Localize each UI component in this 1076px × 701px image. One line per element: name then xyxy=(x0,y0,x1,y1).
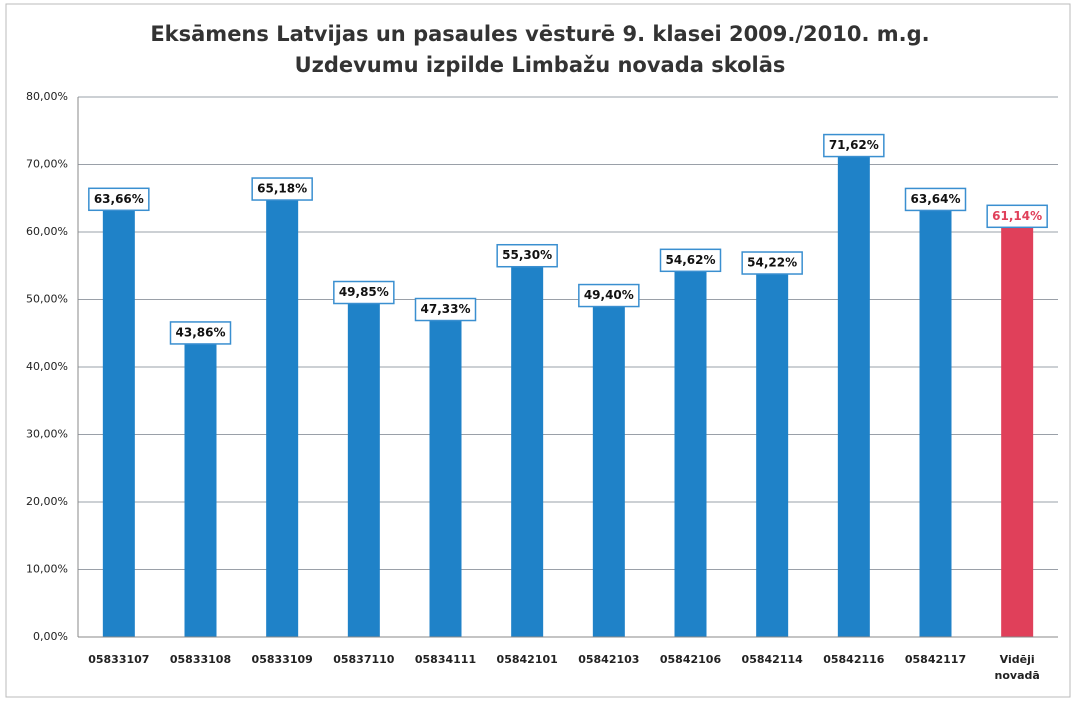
bar xyxy=(347,300,380,637)
value-label-box xyxy=(741,251,803,275)
value-label: 71,62% xyxy=(829,138,879,152)
value-label-box xyxy=(169,321,232,345)
y-tick-label: 30,00% xyxy=(26,428,68,441)
value-label: 43,86% xyxy=(176,325,226,339)
value-label: 65,18% xyxy=(257,182,307,196)
chart-subtitle: Uzdevumu izpilde Limbažu novada skolās xyxy=(295,53,786,77)
bar xyxy=(674,268,707,637)
value-label: 55,30% xyxy=(502,248,552,262)
bar xyxy=(756,271,789,637)
value-label-box xyxy=(823,133,885,158)
x-tick-label: 05834111 xyxy=(415,653,476,666)
y-tick-label: 80,00% xyxy=(26,90,68,103)
value-label-box xyxy=(251,177,313,201)
y-tick-label: 10,00% xyxy=(26,563,68,576)
value-label-box xyxy=(333,280,395,305)
x-tick-label: 05842106 xyxy=(660,653,722,666)
value-label: 61,14% xyxy=(992,209,1042,223)
bar xyxy=(919,207,952,637)
value-label-box xyxy=(414,297,477,322)
value-label: 54,22% xyxy=(747,256,797,270)
x-tick-label: Vidēji novadā xyxy=(995,653,1040,682)
x-tick-label: 05842101 xyxy=(497,653,558,666)
value-label-box xyxy=(659,248,722,273)
bar xyxy=(266,197,299,637)
y-tick-label: 60,00% xyxy=(26,225,68,238)
y-tick-label: 0,00% xyxy=(33,630,68,643)
y-tick-label: 70,00% xyxy=(26,158,68,171)
value-label: 63,64% xyxy=(911,192,961,206)
x-tick-label: 05842117 xyxy=(905,653,966,666)
bar xyxy=(102,207,135,638)
x-tick-label: 05837110 xyxy=(333,653,395,666)
chart-title: Eksāmens Latvijas un pasaules vēsturē 9.… xyxy=(150,22,929,46)
value-label-box xyxy=(496,243,558,268)
bar xyxy=(511,263,544,637)
bar xyxy=(1001,224,1034,637)
bar xyxy=(837,153,870,637)
x-tick-label: 05842103 xyxy=(578,653,639,666)
bar xyxy=(592,303,625,637)
bar xyxy=(429,317,462,637)
value-label: 49,40% xyxy=(584,288,634,302)
x-tick-label: 05833108 xyxy=(170,653,231,666)
x-tick-label: 05842116 xyxy=(823,653,885,666)
value-label-box xyxy=(904,187,967,212)
value-label: 49,85% xyxy=(339,285,389,299)
y-tick-label: 20,00% xyxy=(26,495,68,508)
x-tick-label: 05842114 xyxy=(742,653,804,666)
value-label-box xyxy=(88,187,150,212)
y-tick-label: 50,00% xyxy=(26,293,68,306)
bar xyxy=(184,340,217,637)
y-tick-label: 40,00% xyxy=(26,360,68,373)
value-label-box xyxy=(578,283,640,308)
value-label: 47,33% xyxy=(421,302,471,316)
x-tick-label: 05833107 xyxy=(88,653,149,666)
value-label-box xyxy=(986,204,1048,229)
value-label: 54,62% xyxy=(666,253,716,267)
value-label: 63,66% xyxy=(94,192,144,206)
x-tick-label: 05833109 xyxy=(252,653,313,666)
